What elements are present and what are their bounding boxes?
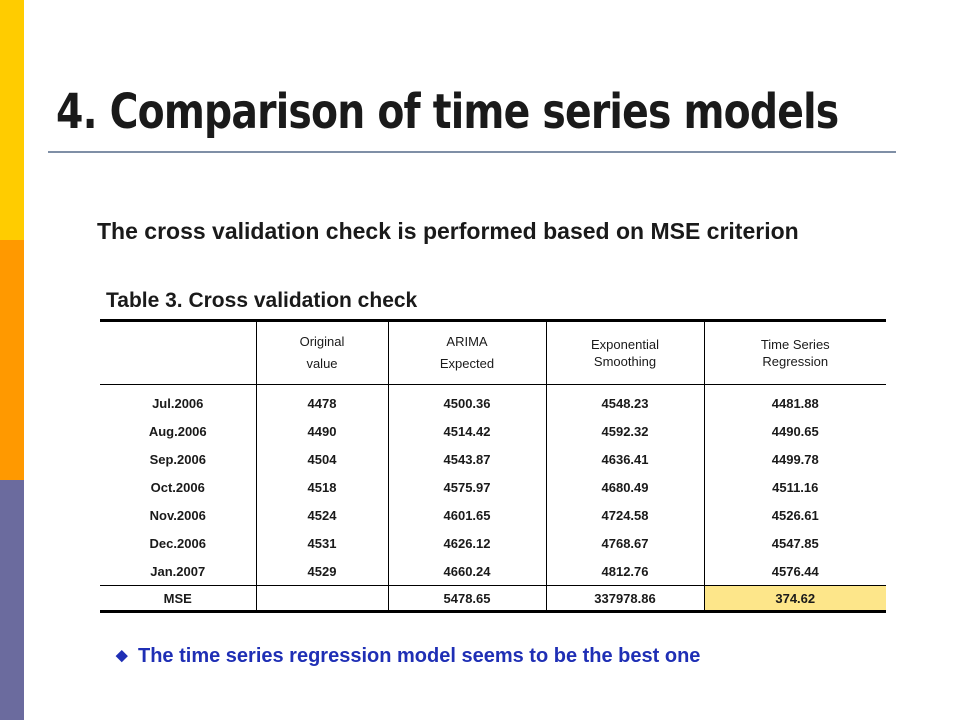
header-arima-expected: ARIMA Expected (387, 319, 546, 385)
sidebar-segment-purple (0, 480, 24, 720)
cell-arima: 4601.65 (387, 501, 546, 529)
cell-period: Sep.2006 (149, 451, 206, 467)
header-exponential-smoothing: Exponential Smoothing (545, 319, 704, 385)
cell-regression: 4490.65 (703, 417, 886, 445)
cell-regression: 4547.85 (703, 529, 886, 557)
table-row: Sep.2006 4504 4543.87 4636.41 4499.78 (100, 445, 886, 473)
cell-original: 4504 (255, 445, 388, 473)
cell-regression: 4526.61 (703, 501, 886, 529)
table-header-row: Original value ARIMA Expected Exponentia… (100, 319, 886, 385)
cell-original: 4531 (255, 529, 388, 557)
cell-arima: 4575.97 (387, 473, 546, 501)
table-row: Nov.2006 4524 4601.65 4724.58 4526.61 (100, 501, 886, 529)
cell-exp-smoothing: 4592.32 (545, 417, 704, 445)
slide-subtitle: The cross validation check is performed … (97, 218, 799, 244)
table-row: Dec.2006 4531 4626.12 4768.67 4547.85 (100, 529, 886, 557)
cell-original: 4478 (255, 384, 388, 417)
header-original-line1: Original (299, 334, 345, 349)
table-row: Aug.2006 4490 4514.42 4592.32 4490.65 (100, 417, 886, 445)
cell-original: 4529 (255, 557, 388, 586)
cell-arima: 4500.36 (387, 384, 546, 417)
table-row: Jul.2006 4478 4500.36 4548.23 4481.88 (100, 384, 886, 417)
header-original-value: Original value (255, 319, 388, 385)
cell-exp-smoothing: 4636.41 (545, 445, 704, 473)
cell-period: Oct.2006 (150, 479, 205, 495)
cell-mse-original (255, 585, 388, 613)
cell-exp-smoothing: 4548.23 (545, 384, 704, 417)
cell-original: 4524 (255, 501, 388, 529)
header-arima-line1: ARIMA (446, 334, 488, 349)
header-arima-line2: Expected (439, 356, 495, 371)
header-tsr-line2: Regression (762, 354, 829, 369)
cell-mse-arima: 5478.65 (387, 585, 546, 613)
cell-period: Jul.2006 (152, 395, 204, 411)
cell-exp-smoothing: 4724.58 (545, 501, 704, 529)
cell-arima: 4543.87 (387, 445, 546, 473)
cell-period: Dec.2006 (149, 535, 206, 551)
header-tsr-line1: Time Series (760, 337, 830, 352)
header-exp-line2: Smoothing (593, 354, 657, 369)
cell-exp-smoothing: 4812.76 (545, 557, 704, 586)
cell-exp-smoothing: 4768.67 (545, 529, 704, 557)
conclusion-text: The time series regression model seems t… (138, 645, 701, 667)
cell-original: 4490 (255, 417, 388, 445)
cell-regression: 4511.16 (703, 473, 886, 501)
table-row: Oct.2006 4518 4575.97 4680.49 4511.16 (100, 473, 886, 501)
cell-regression: 4499.78 (703, 445, 886, 473)
cell-period: Aug.2006 (148, 423, 207, 439)
header-empty (100, 319, 256, 385)
table-row: Jan.2007 4529 4660.24 4812.76 4576.44 (100, 557, 886, 586)
diamond-bullet-icon: ◆ (116, 647, 128, 664)
sidebar-segment-yellow (0, 0, 24, 240)
cell-mse-regression-best: 374.62 (703, 585, 886, 613)
cell-mse-label: MSE (100, 585, 256, 613)
cross-validation-table: Original value ARIMA Expected Exponentia… (100, 319, 886, 613)
cell-period: Nov.2006 (149, 507, 206, 523)
cell-regression: 4576.44 (703, 557, 886, 586)
sidebar-segment-orange (0, 240, 24, 480)
slide-title: 4. Comparison of time series models (56, 84, 839, 140)
cell-exp-smoothing: 4680.49 (545, 473, 704, 501)
cell-arima: 4626.12 (387, 529, 546, 557)
cell-original: 4518 (255, 473, 388, 501)
mse-row: MSE 5478.65 337978.86 374.62 (100, 585, 886, 613)
sidebar-color-bar (0, 0, 24, 720)
conclusion-line: ◆ The time series regression model seems … (116, 645, 700, 668)
header-exp-line1: Exponential (591, 337, 659, 352)
table-caption: Table 3. Cross validation check (106, 289, 418, 312)
cell-arima: 4514.42 (387, 417, 546, 445)
cell-mse-exp-smoothing: 337978.86 (545, 585, 704, 613)
cell-regression: 4481.88 (703, 384, 886, 417)
header-time-series-regression: Time Series Regression (703, 319, 886, 385)
title-underline (48, 151, 896, 153)
header-original-line2: value (306, 356, 338, 371)
cell-arima: 4660.24 (387, 557, 546, 586)
cell-period: Jan.2007 (150, 563, 206, 579)
